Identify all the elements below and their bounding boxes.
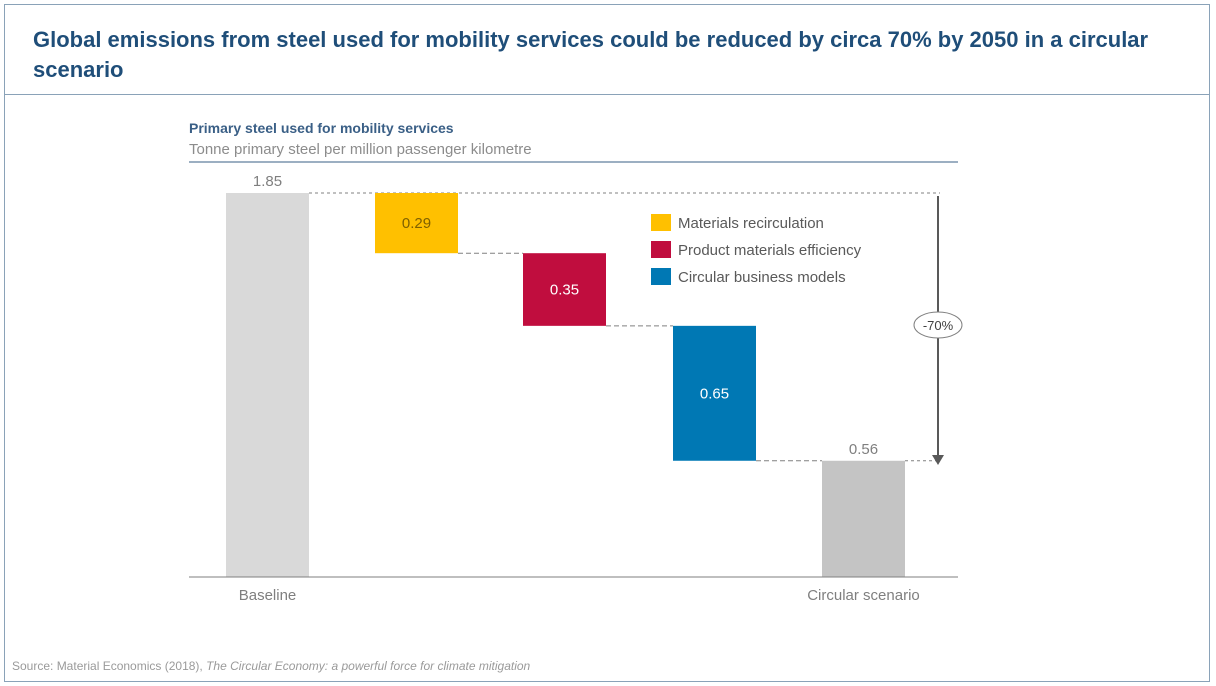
bar-4 [822, 460, 905, 577]
legend-label: Product materials efficiency [678, 242, 862, 259]
x-tick-label: Baseline [239, 587, 297, 604]
x-tick-label: Circular scenario [807, 587, 920, 604]
legend-label: Circular business models [678, 269, 846, 286]
bar-2 [523, 253, 606, 326]
reduction-annotation: -70% [913, 196, 963, 465]
bar-value-label: 0.65 [700, 385, 729, 402]
page-title: Global emissions from steel used for mob… [33, 27, 1149, 82]
bar-value-label: 0.56 [849, 441, 878, 458]
legend-swatch [651, 268, 671, 285]
reduction-label: -70% [923, 318, 954, 333]
chart-title: Primary steel used for mobility services [189, 120, 454, 136]
bar-value-label: 0.35 [550, 282, 579, 299]
bar-value-label: 1.85 [253, 173, 282, 190]
legend-swatch [651, 214, 671, 231]
bar-0 [226, 193, 309, 577]
reduction-badge [913, 311, 963, 339]
source-prefix: Source: Material Economics (2018), [12, 659, 207, 673]
y-axis-label: Tonne primary steel per million passenge… [189, 141, 532, 158]
source-note: Source: Material Economics (2018), The C… [12, 659, 530, 673]
bar-3 [673, 325, 756, 461]
slide-frame: Global emissions from steel used for mob… [4, 4, 1210, 682]
legend-swatch [651, 241, 671, 258]
bar-value-label: 0.29 [402, 215, 431, 232]
bar-1 [375, 193, 458, 254]
header: Global emissions from steel used for mob… [5, 5, 1209, 95]
reduction-arrow-head [932, 455, 944, 465]
bars-group: 1.85 0.29 0.35 0.65 0.56 [226, 173, 905, 577]
legend: Materials recirculation Product materials… [651, 214, 862, 286]
legend-label: Materials recirculation [678, 215, 824, 232]
source-title: The Circular Economy: a powerful force f… [206, 659, 531, 673]
x-axis-labels: Baseline Circular scenario [239, 587, 920, 604]
